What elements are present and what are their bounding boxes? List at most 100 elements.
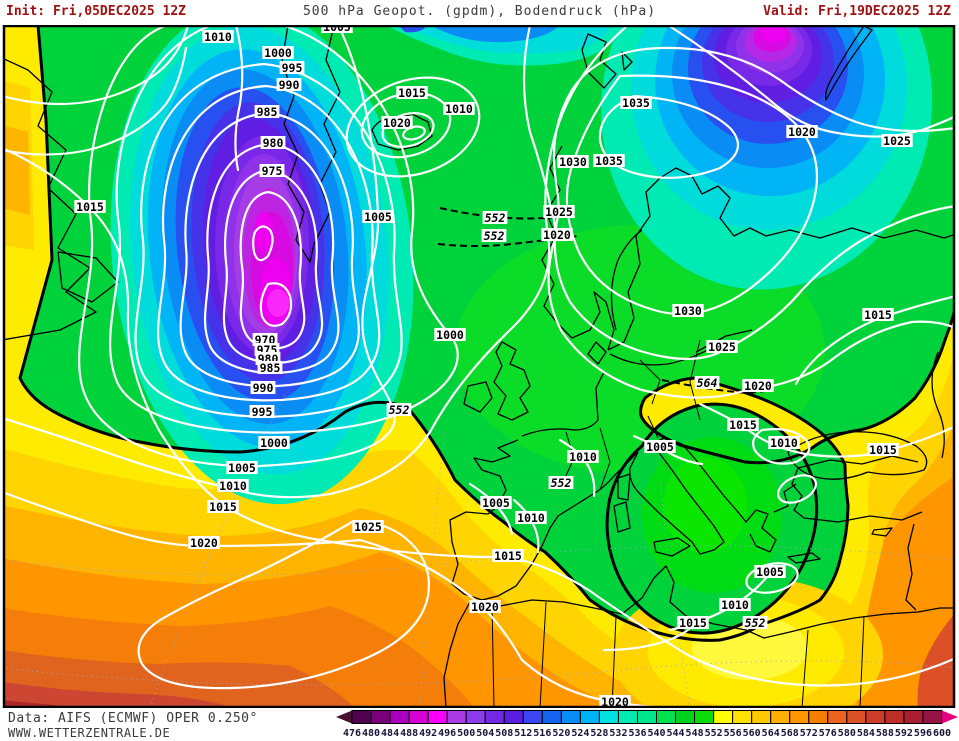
svg-text:1015: 1015 xyxy=(679,616,707,630)
colorbar-right-arrow xyxy=(942,710,958,724)
svg-text:1005: 1005 xyxy=(228,461,256,475)
colorbar-left-arrow xyxy=(336,710,352,724)
svg-text:520: 520 xyxy=(552,728,570,739)
svg-text:1005: 1005 xyxy=(364,210,392,224)
svg-text:512: 512 xyxy=(514,728,532,739)
svg-text:1015: 1015 xyxy=(729,418,757,432)
svg-text:492: 492 xyxy=(419,728,437,739)
svg-text:990: 990 xyxy=(279,78,300,92)
svg-text:480: 480 xyxy=(362,728,380,739)
svg-text:1010: 1010 xyxy=(517,511,545,525)
svg-text:980: 980 xyxy=(263,136,284,150)
isobar-lines xyxy=(3,25,955,708)
colorbar-segments xyxy=(351,710,943,724)
svg-text:552: 552 xyxy=(745,616,766,630)
svg-text:548: 548 xyxy=(686,728,704,739)
svg-text:1035: 1035 xyxy=(622,96,650,110)
svg-text:1020: 1020 xyxy=(788,125,816,139)
svg-text:985: 985 xyxy=(260,361,281,375)
svg-text:600: 600 xyxy=(933,728,951,739)
graticule-lines xyxy=(3,169,955,708)
svg-text:1030: 1030 xyxy=(674,304,702,318)
svg-text:1005: 1005 xyxy=(323,25,351,34)
svg-text:568: 568 xyxy=(781,728,799,739)
isobar-labels: 1010100099599098598097510051015101510101… xyxy=(74,25,913,709)
data-source-label: Data: AIFS (ECMWF) OPER 0.250° xyxy=(8,711,258,726)
svg-text:1015: 1015 xyxy=(864,308,892,322)
svg-text:1020: 1020 xyxy=(383,116,411,130)
svg-text:975: 975 xyxy=(262,164,283,178)
svg-text:576: 576 xyxy=(819,728,837,739)
svg-text:564: 564 xyxy=(697,376,718,390)
svg-text:1005: 1005 xyxy=(482,496,510,510)
svg-text:1015: 1015 xyxy=(494,549,522,563)
svg-text:592: 592 xyxy=(895,728,913,739)
svg-text:552: 552 xyxy=(705,728,723,739)
svg-text:552: 552 xyxy=(551,476,572,490)
map-title: 500 hPa Geopot. (gpdm), Bodendruck (hPa) xyxy=(302,4,657,19)
svg-text:995: 995 xyxy=(282,61,303,75)
svg-text:504: 504 xyxy=(476,728,494,739)
svg-text:1030: 1030 xyxy=(559,155,587,169)
coastlines xyxy=(3,25,955,708)
svg-text:985: 985 xyxy=(257,105,278,119)
svg-text:556: 556 xyxy=(724,728,742,739)
svg-text:1015: 1015 xyxy=(76,200,104,214)
svg-text:1005: 1005 xyxy=(646,440,674,454)
svg-text:1010: 1010 xyxy=(219,479,247,493)
svg-text:1010: 1010 xyxy=(445,102,473,116)
geopotential-labels: 552 552 552 552 552 564 xyxy=(386,211,768,630)
svg-text:572: 572 xyxy=(800,728,818,739)
svg-text:516: 516 xyxy=(533,728,551,739)
svg-text:508: 508 xyxy=(495,728,513,739)
svg-text:1000: 1000 xyxy=(264,46,292,60)
svg-text:1025: 1025 xyxy=(883,134,911,148)
map-border xyxy=(2,24,956,709)
svg-text:532: 532 xyxy=(609,728,627,739)
svg-text:1020: 1020 xyxy=(543,228,571,242)
svg-text:484: 484 xyxy=(381,728,399,739)
svg-text:588: 588 xyxy=(876,728,894,739)
svg-text:1025: 1025 xyxy=(354,520,382,534)
svg-text:1010: 1010 xyxy=(770,436,798,450)
svg-text:1005: 1005 xyxy=(756,565,784,579)
svg-text:1010: 1010 xyxy=(721,598,749,612)
svg-text:1000: 1000 xyxy=(436,328,464,342)
svg-text:1020: 1020 xyxy=(601,695,629,709)
colorbar: 476 480 484 488 492 496 500 504 508 512 516 520 524 5… xyxy=(0,708,959,741)
svg-text:1020: 1020 xyxy=(190,536,218,550)
svg-text:500: 500 xyxy=(457,728,475,739)
svg-text:1020: 1020 xyxy=(471,600,499,614)
weather-map-svg: 1010100099599098598097510051015101510101… xyxy=(2,24,956,709)
svg-text:1025: 1025 xyxy=(708,340,736,354)
svg-text:488: 488 xyxy=(400,728,418,739)
svg-text:1000: 1000 xyxy=(260,436,288,450)
map-area: 1010 1000 995 990 985 980 975 1005 1015 1015 1010 1… xyxy=(0,24,959,713)
svg-text:1020: 1020 xyxy=(744,379,772,393)
svg-text:1015: 1015 xyxy=(869,443,897,457)
svg-text:596: 596 xyxy=(914,728,932,739)
init-time-label: Init: Fri,05DEC2025 12Z xyxy=(6,4,187,19)
svg-text:1035: 1035 xyxy=(595,154,623,168)
header-bar: Init: Fri,05DEC2025 12Z 500 hPa Geopot. … xyxy=(0,0,959,25)
svg-text:552: 552 xyxy=(484,229,505,243)
svg-text:1015: 1015 xyxy=(209,500,237,514)
svg-text:544: 544 xyxy=(667,728,685,739)
svg-text:1015: 1015 xyxy=(398,86,426,100)
svg-text:990: 990 xyxy=(253,381,274,395)
svg-text:995: 995 xyxy=(252,405,273,419)
svg-text:564: 564 xyxy=(762,728,780,739)
colorbar-tick-labels: 476 480 484 488 492 496 500 504 508 512 516 520 524 5… xyxy=(343,728,951,739)
website-label: WWW.WETTERZENTRALE.DE xyxy=(8,726,171,740)
svg-text:560: 560 xyxy=(743,728,761,739)
svg-text:1025: 1025 xyxy=(545,205,573,219)
svg-text:496: 496 xyxy=(438,728,456,739)
valid-time-label: Valid: Fri,19DEC2025 12Z xyxy=(763,4,951,19)
svg-text:1010: 1010 xyxy=(204,30,232,44)
svg-text:584: 584 xyxy=(857,728,875,739)
svg-text:476: 476 xyxy=(343,728,361,739)
svg-text:552: 552 xyxy=(485,211,506,225)
svg-text:536: 536 xyxy=(628,728,646,739)
svg-text:552: 552 xyxy=(389,403,410,417)
